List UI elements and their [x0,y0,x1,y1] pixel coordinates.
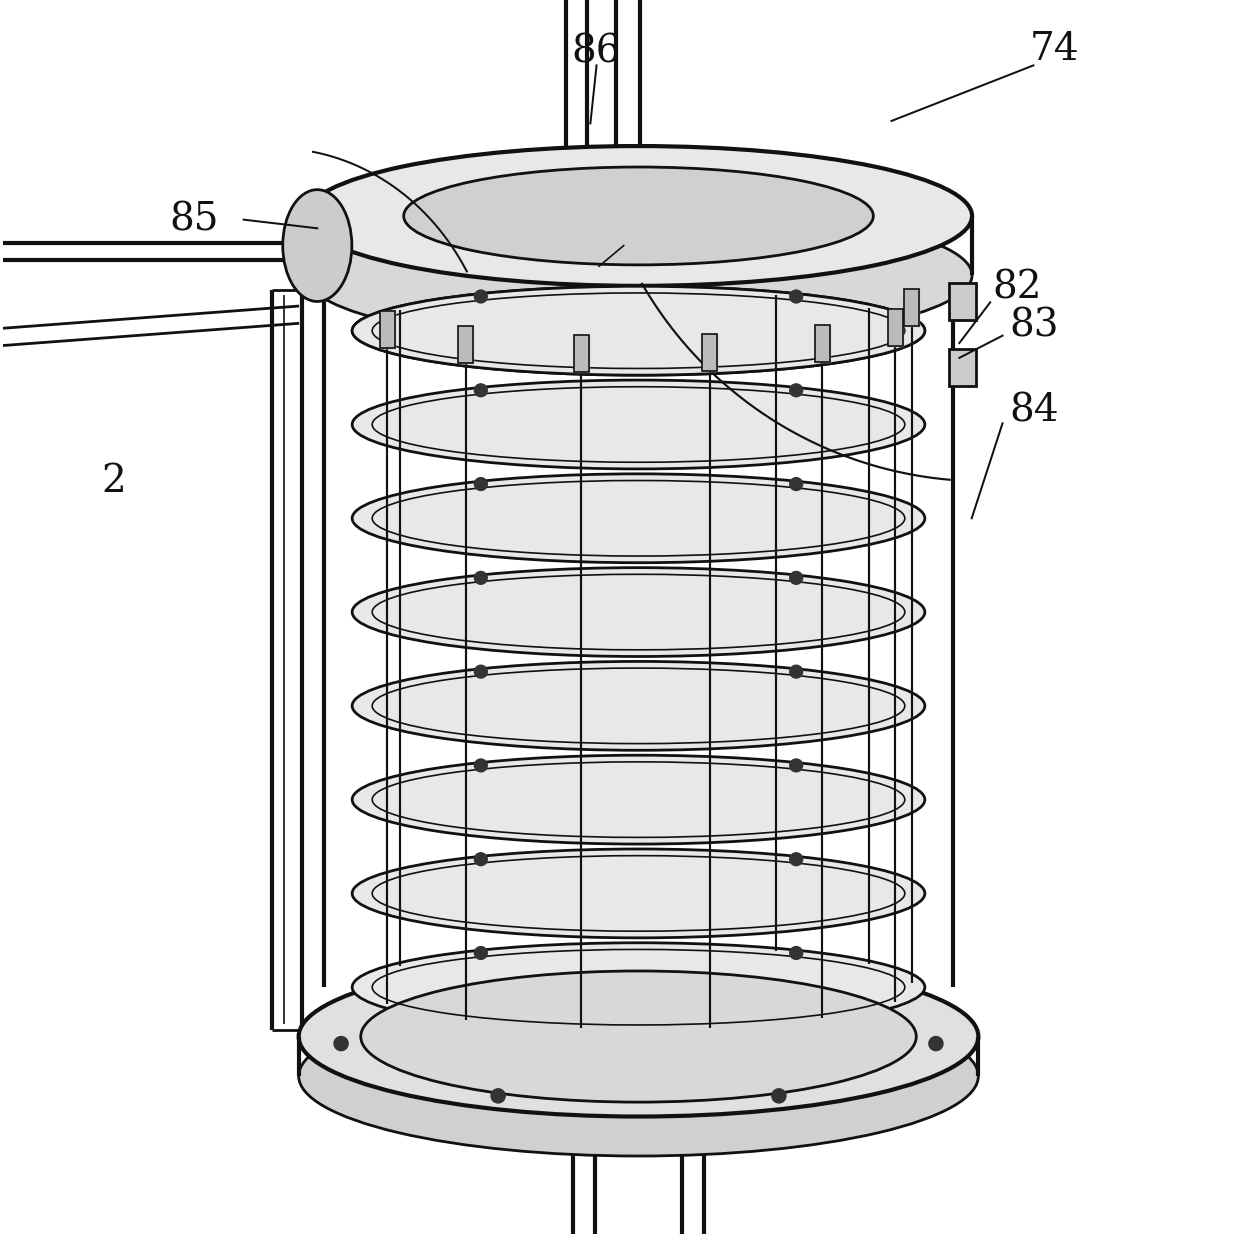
Bar [815,325,830,362]
Circle shape [790,853,802,865]
Circle shape [771,1088,786,1103]
Ellipse shape [299,996,978,1156]
Bar [950,349,976,386]
Circle shape [929,1037,942,1050]
Text: 84: 84 [1009,392,1059,429]
Circle shape [334,1037,348,1050]
Circle shape [475,571,487,584]
Text: 83: 83 [1009,307,1059,344]
Bar [904,289,919,326]
Bar [904,289,919,326]
Bar [379,311,394,348]
Ellipse shape [352,474,925,563]
Ellipse shape [352,943,925,1032]
Circle shape [790,384,802,396]
Ellipse shape [352,286,925,375]
Ellipse shape [404,167,873,265]
Text: 2: 2 [102,463,126,500]
Circle shape [790,665,802,677]
Bar [379,311,394,348]
Bar [888,308,903,346]
Circle shape [491,1088,505,1103]
Ellipse shape [352,286,925,375]
Bar [950,349,976,386]
Ellipse shape [361,971,916,1102]
Bar [458,326,472,363]
Circle shape [475,853,487,865]
Circle shape [475,384,487,396]
Bar [950,283,976,320]
Circle shape [475,290,487,302]
Bar [574,334,589,371]
Ellipse shape [352,568,925,656]
Ellipse shape [283,190,352,301]
Bar [950,283,976,320]
Circle shape [790,571,802,584]
Ellipse shape [352,661,925,750]
Circle shape [790,478,802,490]
Bar [702,334,717,371]
Circle shape [475,946,487,959]
Circle shape [790,759,802,771]
Ellipse shape [352,755,925,844]
Circle shape [790,946,802,959]
Circle shape [475,759,487,771]
Text: 86: 86 [572,33,621,70]
Bar [888,308,903,346]
Text: 74: 74 [1029,31,1079,68]
Ellipse shape [352,849,925,938]
Bar [815,325,830,362]
Circle shape [790,290,802,302]
Ellipse shape [299,956,978,1117]
Circle shape [475,665,487,677]
Bar [702,334,717,371]
Bar [574,334,589,371]
Bar [458,326,472,363]
Ellipse shape [352,380,925,469]
Text: 85: 85 [170,201,219,238]
Ellipse shape [305,205,972,346]
Ellipse shape [305,146,972,286]
Circle shape [475,478,487,490]
Text: 82: 82 [992,269,1042,306]
